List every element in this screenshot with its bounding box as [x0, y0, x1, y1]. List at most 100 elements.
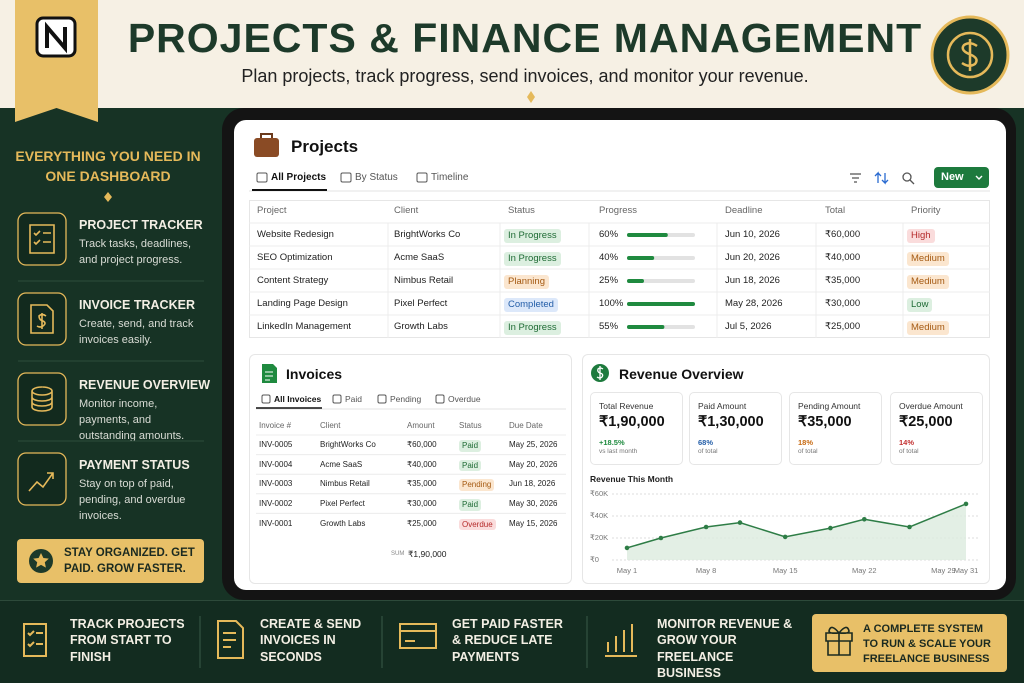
tab[interactable]: All Projects: [271, 172, 327, 183]
feature-icon: [28, 472, 54, 492]
cell: Jun 18, 2026: [509, 479, 556, 489]
sum-label: SUM: [391, 551, 405, 558]
column-header: Client: [320, 421, 341, 431]
tab[interactable]: Overdue: [448, 393, 481, 404]
kpi-note: of total: [899, 448, 919, 456]
cell: INV-0005: [259, 440, 293, 450]
cell: 60%: [599, 229, 619, 241]
feature-description: Stay on top of paid, pending, and overdu…: [79, 478, 186, 522]
priority-pill: Medium: [907, 321, 949, 335]
kpi-label: Paid Amount: [698, 400, 747, 411]
kpi-value: ₹1,30,000: [698, 414, 764, 431]
kpi-change: 18%: [798, 437, 814, 447]
feature-icon-box: [17, 292, 67, 346]
cell: ₹35,000: [825, 275, 861, 287]
column-header: Due Date: [509, 421, 543, 431]
cell: Jun 10, 2026: [725, 229, 780, 241]
feature-icon-box: [17, 372, 67, 426]
column-header: Amount: [407, 421, 435, 431]
priority-pill: High: [907, 229, 935, 243]
cell: May 28, 2026: [725, 298, 783, 310]
status-pill: Paid: [459, 499, 482, 511]
projects-title: Projects: [291, 136, 359, 156]
cell: ₹40,000: [825, 252, 861, 264]
subtitle: Plan projects, track progress, send invo…: [241, 66, 809, 87]
cell: SEO Optimization: [257, 252, 333, 264]
kpi-label: Pending Amount: [798, 400, 861, 411]
status-pill: In Progress: [504, 229, 561, 243]
kpi-card: [789, 392, 882, 465]
cell: ₹60,000: [825, 229, 861, 241]
footer-item: TRACK PROJECTS FROM START TO FINISH: [70, 616, 185, 664]
cell: May 30, 2026: [509, 499, 558, 508]
feature-icon: [29, 224, 55, 254]
invoices-panel: [249, 354, 572, 584]
cell: Jun 20, 2026: [725, 252, 780, 264]
cell: BrightWorks Co: [320, 440, 376, 450]
cell: INV-0002: [259, 499, 293, 508]
cell: ₹25,000: [825, 321, 861, 333]
cell: BrightWorks Co: [394, 229, 461, 241]
column-header: Deadline: [725, 205, 763, 217]
cell: Growth Labs: [320, 518, 366, 528]
kpi-value: ₹25,000: [899, 414, 953, 431]
column-header: Progress: [599, 205, 638, 217]
status-pill: In Progress: [504, 321, 561, 335]
cell: INV-0001: [259, 518, 293, 528]
new-button[interactable]: [934, 167, 989, 188]
sidebar-diamond: [104, 192, 112, 202]
status-pill: Planning: [504, 275, 549, 289]
cell: May 20, 2026: [509, 459, 558, 469]
cell: May 25, 2026: [509, 440, 558, 450]
cell: ₹40,000: [407, 459, 437, 469]
cell: Content Strategy: [257, 275, 329, 287]
cell: INV-0004: [259, 459, 293, 469]
priority-pill: Medium: [907, 252, 949, 266]
feature-title: INVOICE TRACKER: [79, 297, 195, 312]
column-header: Client: [394, 205, 419, 217]
cell: INV-0003: [259, 479, 293, 489]
callout-text: STAY ORGANIZED. GET PAID. GROW FASTER.: [64, 547, 195, 575]
invoices-title: Invoices: [286, 365, 343, 382]
cell: Pixel Perfect: [394, 298, 448, 310]
status-pill: Completed: [504, 298, 558, 312]
cell: ₹60,000: [407, 440, 437, 450]
status-pill: In Progress: [504, 252, 561, 266]
cell: Pixel Perfect: [320, 499, 365, 508]
cell: ₹25,000: [407, 518, 437, 528]
cell: Jun 18, 2026: [725, 275, 780, 287]
column-header: Status: [459, 421, 482, 431]
new-button-label[interactable]: New: [941, 171, 964, 184]
cell: Nimbus Retail: [394, 275, 454, 287]
cell: 40%: [599, 252, 619, 264]
status-pill: Overdue: [459, 518, 496, 531]
kpi-label: Total Revenue: [599, 400, 654, 411]
header-band: [0, 0, 1024, 108]
status-pill: Pending: [459, 479, 495, 491]
revenue-panel: [582, 354, 990, 584]
kpi-card: [689, 392, 782, 465]
kpi-label: Overdue Amount: [899, 400, 963, 411]
tab[interactable]: Pending: [390, 393, 422, 404]
cell: ₹30,000: [825, 298, 861, 310]
feature-icon: [31, 386, 53, 412]
tab[interactable]: All Invoices: [274, 393, 322, 404]
kpi-card: [890, 392, 983, 465]
cell: May 15, 2026: [509, 518, 558, 528]
tab[interactable]: By Status: [355, 172, 398, 183]
cell: ₹30,000: [407, 499, 437, 508]
tab[interactable]: Timeline: [431, 172, 469, 183]
column-header: Status: [508, 205, 535, 217]
cell: Landing Page Design: [257, 298, 348, 310]
feature-description: Create, send, and track invoices easily.: [79, 318, 194, 346]
cell: Jul 5, 2026: [725, 321, 772, 333]
tab[interactable]: Paid: [345, 393, 363, 404]
sidebar-heading: EVERYTHING YOU NEED IN ONE DASHBOARD: [15, 148, 201, 184]
feature-title: PAYMENT STATUS: [79, 457, 190, 472]
cell: Acme SaaS: [394, 252, 445, 264]
cell: Acme SaaS: [320, 459, 363, 469]
kpi-note: of total: [798, 448, 818, 456]
footer-item: CREATE & SEND INVOICES IN SECONDS: [260, 616, 362, 664]
kpi-note: vs last month: [599, 448, 638, 456]
